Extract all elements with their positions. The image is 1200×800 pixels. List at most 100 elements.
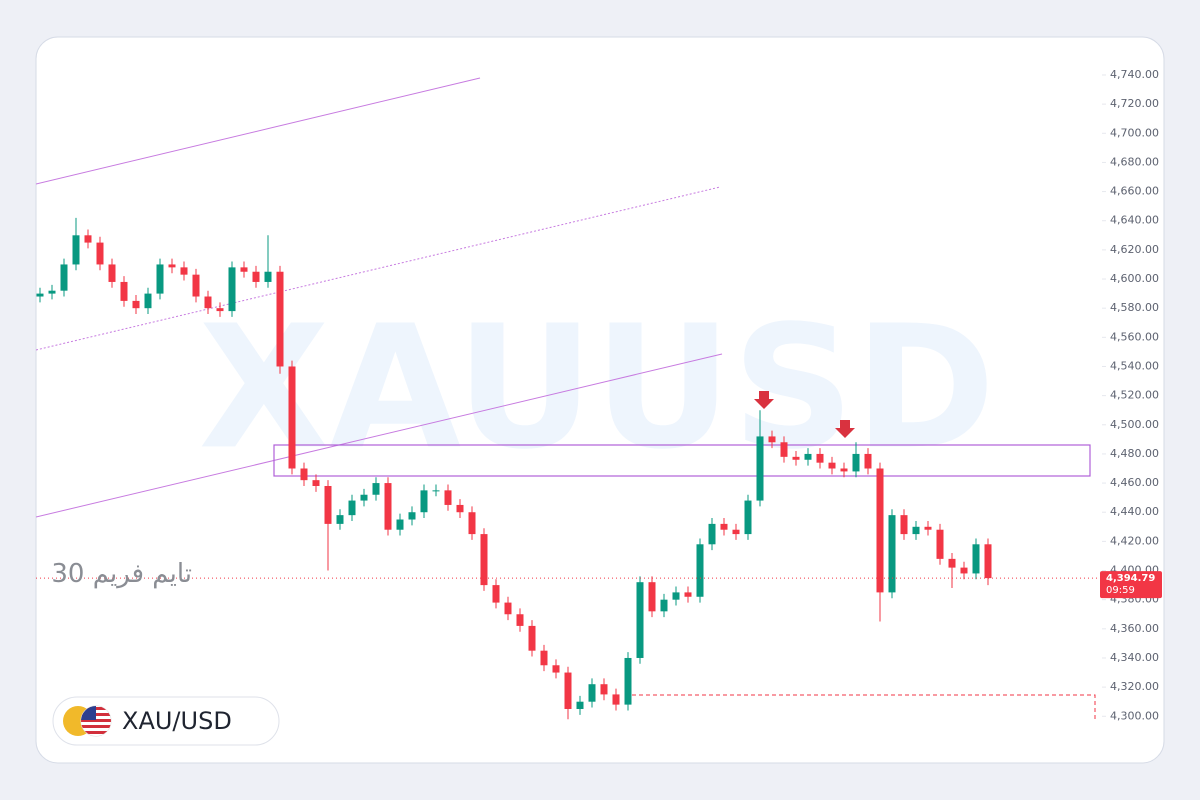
- candle-body: [420, 490, 428, 513]
- candle-body: [480, 534, 488, 586]
- candle-body: [528, 625, 536, 651]
- candle-body: [708, 523, 716, 545]
- candle-body: [576, 701, 584, 709]
- candle-body: [840, 468, 848, 472]
- candle-body: [612, 694, 620, 705]
- candle-body: [624, 657, 632, 705]
- candle-body: [216, 308, 224, 312]
- candle-body: [60, 264, 68, 291]
- y-tick-label: 4,660.00: [1110, 185, 1159, 198]
- y-tick-label: 4,320.00: [1110, 680, 1159, 693]
- last-price-label: 4,394.79: [1106, 573, 1155, 584]
- y-tick-label: 4,720.00: [1110, 97, 1159, 110]
- candle-body: [300, 468, 308, 481]
- candle-body: [900, 515, 908, 535]
- candle-body: [864, 453, 872, 469]
- y-tick-label: 4,740.00: [1110, 68, 1159, 81]
- candle-body: [828, 462, 836, 469]
- candle-body: [240, 267, 248, 272]
- y-tick-label: 4,300.00: [1110, 709, 1159, 722]
- countdown-label: 09:59: [1106, 585, 1135, 596]
- candle-body: [588, 684, 596, 702]
- candle-body: [108, 264, 116, 282]
- candle-body: [372, 483, 380, 495]
- plot-area: XAUUSD: [36, 77, 1100, 720]
- candle-body: [324, 485, 332, 524]
- candle-body: [168, 264, 176, 268]
- candle-body: [504, 602, 512, 615]
- target-line: [625, 694, 1096, 720]
- y-tick-label: 4,360.00: [1110, 622, 1159, 635]
- candle-body: [408, 512, 416, 520]
- candle-body: [228, 267, 236, 312]
- candle-body: [432, 490, 440, 492]
- channel-line: [36, 186, 721, 351]
- candle-body: [144, 293, 152, 309]
- y-tick-label: 4,580.00: [1110, 301, 1159, 314]
- y-tick-label: 4,420.00: [1110, 534, 1159, 547]
- candle-body: [252, 271, 260, 282]
- watermark: XAUUSD: [198, 289, 995, 487]
- candle-body: [768, 436, 776, 443]
- candle-body: [984, 544, 992, 579]
- candle-body: [276, 271, 284, 367]
- candle-body: [912, 526, 920, 535]
- zone-box: [273, 444, 1091, 477]
- y-tick-label: 4,640.00: [1110, 214, 1159, 227]
- candle-body: [972, 544, 980, 574]
- candle-body: [756, 436, 764, 501]
- candle-body: [888, 515, 896, 593]
- arrow-marker: [835, 420, 855, 438]
- candle-body: [288, 366, 296, 469]
- candle-body: [468, 512, 476, 535]
- y-tick-label: 4,540.00: [1110, 359, 1159, 372]
- candle-body: [852, 453, 860, 472]
- candle-body: [516, 614, 524, 626]
- candle-body: [312, 480, 320, 486]
- symbol-label: XAU/USD: [122, 707, 232, 735]
- candle-body: [396, 519, 404, 530]
- y-tick-label: 4,520.00: [1110, 389, 1159, 402]
- y-tick-label: 4,600.00: [1110, 272, 1159, 285]
- timeframe-clip: تايم فريم 30: [36, 555, 192, 599]
- candle-body: [720, 523, 728, 530]
- candle-body: [948, 558, 956, 568]
- symbol-badge: [52, 696, 280, 746]
- candles: [36, 217, 992, 720]
- candle-body: [696, 544, 704, 597]
- candle-body: [780, 442, 788, 457]
- y-tick-label: 4,460.00: [1110, 476, 1159, 489]
- candle-body: [36, 293, 44, 297]
- y-tick-label: 4,480.00: [1110, 447, 1159, 460]
- candle-body: [348, 500, 356, 516]
- y-tick-label: 4,700.00: [1110, 126, 1159, 139]
- channel-line: [36, 353, 723, 518]
- candle-body: [336, 515, 344, 524]
- channel-line: [36, 77, 481, 185]
- candle-body: [204, 296, 212, 309]
- y-tick-label: 4,680.00: [1110, 155, 1159, 168]
- candle-body: [132, 300, 140, 309]
- candle-body: [816, 453, 824, 463]
- last-price-box: [1100, 571, 1162, 599]
- candle-body: [672, 592, 680, 600]
- y-tick-label: 4,340.00: [1110, 651, 1159, 664]
- candle-body: [684, 592, 692, 597]
- candle-body: [180, 267, 188, 275]
- candle-body: [360, 494, 368, 501]
- candle-body: [564, 672, 572, 709]
- y-tick-label: 4,440.00: [1110, 505, 1159, 518]
- arrow-marker: [754, 391, 774, 409]
- candle-body: [636, 582, 644, 658]
- y-tick-label: 4,500.00: [1110, 418, 1159, 431]
- candle-body: [96, 242, 104, 265]
- y-tick-label: 4,620.00: [1110, 243, 1159, 256]
- timeframe-note: تايم فريم 30: [51, 559, 192, 589]
- candle-body: [744, 500, 752, 535]
- candle-body: [120, 281, 128, 301]
- candle-body: [600, 684, 608, 695]
- candle-body: [804, 453, 812, 460]
- candle-body: [648, 582, 656, 612]
